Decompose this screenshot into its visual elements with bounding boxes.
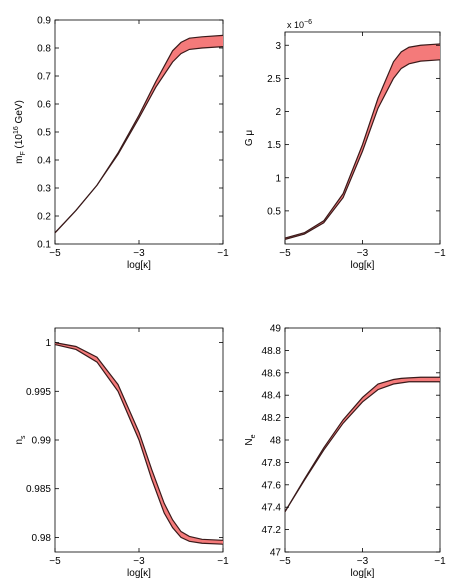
x-axis-label: log[κ] bbox=[127, 260, 151, 271]
y-axis-label-part: e bbox=[250, 434, 257, 438]
x-tick-label: −5 bbox=[49, 556, 61, 567]
y-axis-label: G μ bbox=[244, 130, 255, 147]
y-axis-label: ns bbox=[14, 435, 27, 445]
x-axis-label: log[κ] bbox=[351, 260, 375, 271]
x-axis-label: log[κ] bbox=[351, 568, 375, 579]
y-tick-label: 47.8 bbox=[262, 458, 282, 469]
y-axis-label-part: s bbox=[20, 435, 27, 439]
y-axis-label-part: GeV) bbox=[14, 100, 25, 126]
x-axis-label: log[κ] bbox=[127, 568, 151, 579]
y-axis-label-part: n bbox=[14, 439, 25, 445]
y-tick-label: 0.4 bbox=[37, 156, 51, 167]
x-tick-label: −5 bbox=[279, 248, 291, 259]
y-tick-label: 0.8 bbox=[37, 44, 51, 55]
y-tick-label: 0.9 bbox=[37, 16, 51, 27]
y-tick-label: 48 bbox=[270, 436, 282, 447]
x-tick-label: −3 bbox=[357, 248, 369, 259]
y-tick-label: 0.2 bbox=[37, 212, 51, 223]
y-tick-label: 0.5 bbox=[37, 128, 51, 139]
x-tick-label: −5 bbox=[49, 248, 61, 259]
y-tick-label: 0.985 bbox=[26, 484, 51, 495]
y-tick-label: 1 bbox=[45, 338, 51, 349]
x-tick-label: −5 bbox=[279, 556, 291, 567]
series-upper-line bbox=[54, 342, 224, 541]
y-tick-label: 47.4 bbox=[262, 503, 282, 514]
chart-panel-2: −5 −3 −1 0.5 1 1.5 2 2.5 3 log[κ] G μ x 10−6 bbox=[244, 19, 446, 271]
x-tick-label: −3 bbox=[357, 556, 369, 567]
series-upper-line bbox=[284, 376, 440, 512]
y-axis-label-part: N bbox=[244, 438, 255, 445]
x-tick-label: −1 bbox=[217, 248, 229, 259]
y-axis-label-part: m bbox=[14, 156, 25, 164]
exponent-base: x 10 bbox=[287, 20, 304, 30]
x-tick-label: −1 bbox=[217, 556, 229, 567]
y-tick-label: 0.99 bbox=[32, 436, 52, 447]
exponent-power: −6 bbox=[304, 19, 312, 26]
plot-frame bbox=[284, 31, 441, 245]
series-lower-line bbox=[284, 381, 440, 512]
chart-panel-3: −5 −3 −1 0.98 0.985 0.99 0.995 1 log[κ] ns bbox=[14, 327, 229, 579]
y-tick-label: 0.98 bbox=[32, 533, 52, 544]
y-tick-label: 48.6 bbox=[262, 368, 282, 379]
series-lower-line bbox=[54, 343, 224, 545]
plot-frame bbox=[54, 19, 224, 245]
y-tick-label: 48.8 bbox=[262, 346, 282, 357]
y-tick-label: 47 bbox=[270, 548, 282, 559]
y-tick-label: 0.6 bbox=[37, 100, 51, 111]
series-lower-line bbox=[284, 59, 441, 240]
x-tick-label: −3 bbox=[133, 248, 145, 259]
y-tick-label: 0.5 bbox=[267, 206, 281, 217]
y-tick-label: 2 bbox=[275, 107, 281, 118]
y-tick-label: 48.4 bbox=[262, 391, 282, 402]
x-tick-label: −1 bbox=[434, 248, 446, 259]
chart-panel-4: −5 −3 −1 47 47.2 47.4 47.6 47.8 48 48.2 48.4 48.6 48… bbox=[244, 324, 446, 580]
y-tick-label: 47.6 bbox=[262, 480, 282, 491]
y-tick-label: 0.3 bbox=[37, 184, 51, 195]
y-tick-label: 2.5 bbox=[267, 74, 281, 85]
x-tick-label: −1 bbox=[434, 556, 446, 567]
y-tick-label: 1.5 bbox=[267, 140, 281, 151]
y-axis-label-part: (10 bbox=[14, 134, 25, 152]
y-tick-label: 0.7 bbox=[37, 72, 51, 83]
y-axis-label-part: 16 bbox=[13, 126, 20, 134]
y-tick-label: 47.2 bbox=[262, 525, 282, 536]
y-axis-label-part: F bbox=[20, 151, 27, 155]
y-tick-label: 0.995 bbox=[26, 387, 51, 398]
y-axis-label-part: G μ bbox=[244, 130, 255, 147]
x-tick-label: −3 bbox=[133, 556, 145, 567]
y-tick-label: 0.1 bbox=[37, 240, 51, 251]
y-axis-label: Ne bbox=[244, 434, 257, 445]
y-tick-label: 1 bbox=[275, 173, 281, 184]
y-axis-label: mF (1016 GeV) bbox=[13, 100, 27, 164]
series-lower-line bbox=[54, 46, 224, 234]
chart-panel-1: −5 −3 −1 0.1 0.2 0.3 0.4 0.5 0.6 0.7 0.8 0.9 log[κ] m… bbox=[13, 16, 229, 272]
y-tick-label: 48.2 bbox=[262, 413, 282, 424]
exponent-label: x 10−6 bbox=[287, 19, 312, 30]
plot-frame bbox=[284, 327, 441, 553]
y-tick-label: 49 bbox=[270, 324, 282, 335]
series-upper-line bbox=[284, 43, 441, 239]
y-tick-label: 3 bbox=[275, 41, 281, 52]
